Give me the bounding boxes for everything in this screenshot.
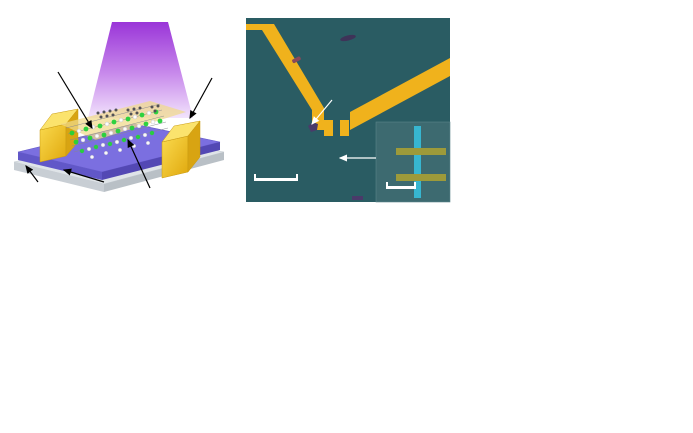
panel-c-plots: [456, 0, 693, 212]
arrow-ga2o3: [57, 71, 93, 130]
panel-c: [456, 0, 693, 212]
gold-tip-right: [340, 120, 349, 136]
arrow-contact: [189, 77, 213, 120]
debris-2: [292, 56, 301, 64]
panel-d: [0, 212, 230, 433]
arrow-si: [25, 165, 39, 183]
arrow-sio2: [62, 168, 105, 183]
uv-beam: [88, 22, 193, 118]
gold-trace-right: [350, 58, 450, 130]
inset-electrode-bottom: [396, 174, 446, 181]
panel-b: [228, 0, 456, 212]
panel-f: [460, 212, 693, 433]
panel-d-plots: [0, 212, 230, 433]
gold-tip-left: [324, 120, 333, 136]
inset-electrode-top: [396, 148, 446, 155]
panel-e-raman: [230, 212, 460, 433]
debris-1: [340, 34, 356, 42]
inset-flake: [414, 126, 421, 198]
gold-electrode-left: [39, 123, 67, 163]
panel-e: [230, 212, 460, 433]
arrow-gqds: [127, 138, 151, 189]
debris-4: [352, 196, 363, 200]
scalebar-main: [254, 178, 298, 181]
si-substrate-side: [18, 152, 102, 180]
gold-electrode-right-side: [187, 120, 201, 173]
panel-b-micrograph: [246, 18, 451, 203]
panel-f-pl: [460, 212, 693, 433]
gold-electrode-right: [161, 135, 189, 179]
panel-a: [0, 0, 228, 212]
scalebar-inset: [386, 186, 416, 189]
inset-panel: [375, 121, 451, 203]
arrow-contact-b: [311, 99, 333, 125]
sio2-slab-side: [14, 162, 104, 192]
panel-a-schematic: [13, 22, 225, 192]
gqd-lattice: [65, 103, 169, 159]
